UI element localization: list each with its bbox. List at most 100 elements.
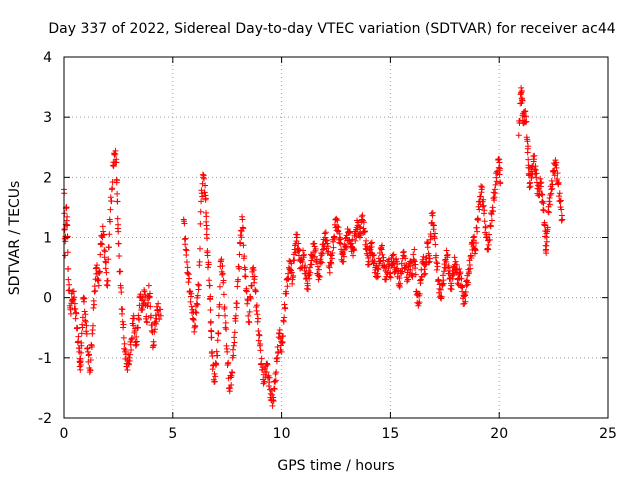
data-point-dense — [412, 261, 419, 268]
data-point-dense — [493, 178, 500, 185]
data-point-dense — [445, 262, 452, 269]
data-point-dense — [532, 167, 539, 174]
data-point-dense — [183, 258, 190, 265]
data-point-dense — [271, 385, 278, 392]
data-point-dense — [443, 247, 450, 254]
data-point-dense — [214, 352, 221, 359]
data-point-dense — [368, 239, 375, 246]
data-point-dense — [272, 377, 279, 384]
data-point-dense — [387, 274, 394, 281]
data-point-dense — [319, 250, 326, 257]
data-point-dense — [288, 260, 295, 267]
data-point — [185, 270, 192, 277]
data-point-dense — [531, 152, 538, 159]
data-point-dense — [81, 308, 88, 315]
data-point-dense — [397, 280, 404, 287]
data-point — [317, 258, 324, 265]
data-point-dense — [269, 391, 276, 398]
data-point — [319, 246, 326, 253]
data-point-dense — [125, 361, 132, 368]
data-point-dense — [347, 228, 354, 235]
data-point-dense — [450, 270, 457, 277]
data-point — [374, 270, 381, 277]
data-point-dense — [222, 319, 229, 326]
data-point-dense — [225, 359, 232, 366]
data-point — [548, 186, 555, 193]
data-point-dense — [113, 159, 120, 166]
data-point-dense — [273, 369, 280, 376]
data-point-dense — [101, 247, 108, 254]
data-point-dense — [333, 215, 340, 222]
data-point-dense — [66, 281, 73, 288]
data-point-dense — [363, 237, 370, 244]
data-point-dense — [462, 289, 469, 296]
data-point-dense — [221, 304, 228, 311]
data-point-dense — [496, 165, 503, 172]
data-point-dense — [251, 273, 258, 280]
data-point-dense — [133, 338, 140, 345]
data-point-dense — [238, 234, 245, 241]
data-point-dense — [558, 217, 565, 224]
data-point-dense — [525, 156, 532, 163]
data-point-dense — [458, 275, 465, 282]
data-point-dense — [334, 223, 341, 230]
data-point-dense — [350, 252, 357, 259]
data-point — [239, 216, 246, 223]
data-point-dense — [148, 327, 155, 334]
data-point-dense — [127, 341, 134, 348]
data-point-dense — [385, 265, 392, 272]
data-point-dense — [91, 301, 98, 308]
data-point-dense — [216, 283, 223, 290]
data-point-dense — [245, 312, 252, 319]
data-point-dense — [468, 255, 475, 262]
data-point-dense — [257, 347, 264, 354]
data-point-dense — [130, 322, 137, 329]
data-point-dense — [254, 311, 261, 318]
data-point-dense — [241, 273, 248, 280]
data-point-dense — [423, 260, 430, 267]
data-point-dense — [66, 286, 73, 293]
data-point-dense — [111, 151, 118, 158]
data-point-dense — [92, 265, 99, 272]
data-point-dense — [546, 201, 553, 208]
data-point-dense — [540, 200, 547, 207]
data-point-dense — [518, 87, 525, 94]
data-point-dense — [428, 233, 435, 240]
data-point-dense — [115, 240, 122, 247]
data-point — [78, 342, 85, 349]
data-point-dense — [208, 328, 215, 335]
data-point-dense — [416, 290, 423, 297]
data-point-dense — [195, 281, 202, 288]
data-point-dense — [311, 253, 318, 260]
data-point-dense — [340, 253, 347, 260]
data-point-dense — [336, 239, 343, 246]
data-point-dense — [329, 249, 336, 256]
data-point-dense — [203, 213, 210, 220]
data-point-dense — [105, 244, 112, 251]
data-point-dense — [104, 277, 111, 284]
data-point-dense — [83, 322, 90, 329]
data-point-dense — [480, 202, 487, 209]
data-point-dense — [238, 228, 245, 235]
data-point-dense — [475, 217, 482, 224]
data-point-dense — [230, 352, 237, 359]
data-point-dense — [65, 266, 72, 273]
data-point-dense — [312, 245, 319, 252]
data-point-dense — [443, 258, 450, 265]
data-point-dense — [544, 224, 551, 231]
data-point-dense — [229, 369, 236, 376]
data-point-dense — [519, 97, 526, 104]
data-point — [422, 270, 429, 277]
data-point-dense — [232, 317, 239, 324]
data-point-dense — [218, 256, 225, 263]
data-point — [207, 318, 214, 325]
data-point-dense — [255, 337, 262, 344]
data-point-dense — [100, 231, 107, 238]
data-point-dense — [302, 262, 309, 269]
data-point-dense — [64, 233, 71, 240]
data-point-dense — [476, 206, 483, 213]
data-point-dense — [109, 178, 116, 185]
data-point-dense — [539, 191, 546, 198]
data-point — [132, 342, 139, 349]
data-point-dense — [323, 237, 330, 244]
